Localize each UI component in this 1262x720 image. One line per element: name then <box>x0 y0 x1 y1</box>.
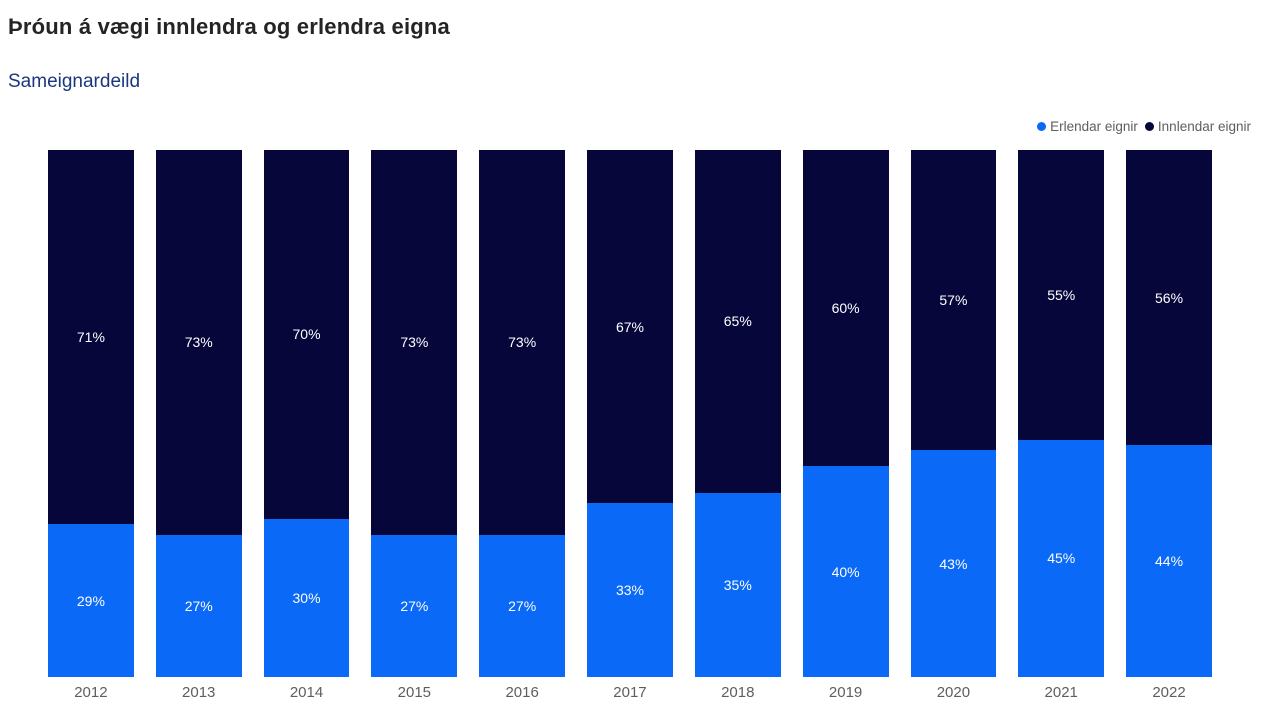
bar-segment-erlendar-eignir-2012[interactable]: 29% <box>48 524 134 677</box>
bar-segment-erlendar-eignir-2021[interactable]: 45% <box>1018 439 1105 677</box>
data-label: 56% <box>1155 289 1184 306</box>
data-label: 30% <box>292 589 321 606</box>
bar-segment-erlendar-eignir-2017[interactable]: 33% <box>587 503 673 677</box>
bar-2012: 71% 29% <box>48 150 134 677</box>
chart-title: Þróun á vægi innlendra og erlendra eigna <box>8 14 450 39</box>
x-axis-label: 2016 <box>505 684 539 701</box>
bar-segment-innlendar-eignir-2016[interactable]: 73% <box>479 150 566 535</box>
legend-dot-erlendar-eignir <box>1037 121 1047 131</box>
x-axis-label: 2022 <box>1152 684 1186 701</box>
bar-segment-innlendar-eignir-2017[interactable]: 67% <box>587 150 673 504</box>
bar-segment-innlendar-eignir-2015[interactable]: 73% <box>371 150 458 535</box>
legend: Erlendar eignir Innlendar eignir <box>1037 116 1251 136</box>
data-label: 60% <box>831 300 860 317</box>
data-label: 67% <box>615 318 644 335</box>
x-axis-label: 2013 <box>182 684 216 701</box>
bar-2021: 55% 45% <box>1018 150 1105 677</box>
data-label: 70% <box>292 326 321 343</box>
chart-subtitle: Sameignardeild <box>8 71 141 92</box>
data-label: 57% <box>939 292 968 309</box>
bar-2018: 65% 35% <box>694 150 781 677</box>
x-axis-label: 2018 <box>721 684 755 701</box>
x-axis-label: 2020 <box>936 684 971 701</box>
bar-segment-innlendar-eignir-2019[interactable]: 60% <box>802 150 889 467</box>
data-label: 45% <box>1047 550 1076 567</box>
bar-segment-innlendar-eignir-2022[interactable]: 56% <box>1126 150 1212 446</box>
bar-segment-erlendar-eignir-2019[interactable]: 40% <box>802 466 889 677</box>
bar-segment-erlendar-eignir-2014[interactable]: 30% <box>263 518 350 677</box>
data-label: 29% <box>76 592 105 609</box>
bar-segment-innlendar-eignir-2013[interactable]: 73% <box>155 150 242 535</box>
bar-segment-erlendar-eignir-2016[interactable]: 27% <box>479 534 566 677</box>
data-label: 43% <box>939 555 968 572</box>
bar-2019: 60% 40% <box>802 150 889 677</box>
data-label: 35% <box>723 576 752 593</box>
data-label: 65% <box>723 313 752 330</box>
bar-2022: 56% 44% <box>1126 150 1212 677</box>
bar-2013: 73% 27% <box>155 150 242 677</box>
data-label: 73% <box>508 334 537 351</box>
bar-2017: 67% 33% <box>587 150 673 677</box>
x-axis-label: 2017 <box>613 684 647 701</box>
data-label: 73% <box>400 334 429 351</box>
legend-dot-innlendar-eignir <box>1144 121 1154 131</box>
x-axis-label: 2015 <box>397 684 432 701</box>
data-label: 40% <box>831 563 860 580</box>
x-axis-label: 2014 <box>289 684 324 701</box>
legend-item-erlendar-eignir[interactable]: Erlendar eignir <box>1037 119 1138 134</box>
data-label: 27% <box>184 597 213 614</box>
legend-label: Erlendar eignir <box>1050 118 1138 134</box>
bar-segment-erlendar-eignir-2020[interactable]: 43% <box>910 450 997 677</box>
x-axis-label: 2021 <box>1044 684 1078 701</box>
bar-segment-innlendar-eignir-2014[interactable]: 70% <box>263 150 350 519</box>
data-label: 27% <box>508 597 537 614</box>
bar-2015: 73% 27% <box>371 150 458 677</box>
bar-segment-erlendar-eignir-2022[interactable]: 44% <box>1126 445 1212 677</box>
legend-label: Innlendar eignir <box>1157 118 1251 134</box>
data-label: 27% <box>400 597 429 614</box>
bar-2016: 73% 27% <box>479 150 566 677</box>
x-axis-label: 2012 <box>74 684 108 701</box>
x-axis-label: 2019 <box>828 684 863 701</box>
bar-segment-innlendar-eignir-2018[interactable]: 65% <box>694 150 781 493</box>
plot-area: 71% 29% 73% 27% 70% 30% 73% 27% 73% 27% 67% 33% 65% 3… <box>48 150 1212 677</box>
data-label: 44% <box>1155 553 1184 570</box>
x-axis: 2012 2013 2014 2015 2016 2017 2018 2019 2020 2021… <box>48 684 1212 701</box>
bar-segment-erlendar-eignir-2018[interactable]: 35% <box>694 492 781 677</box>
bar-2014: 70% 30% <box>263 150 350 677</box>
data-label: 33% <box>615 582 644 599</box>
bar-segment-innlendar-eignir-2020[interactable]: 57% <box>910 150 997 451</box>
bar-segment-innlendar-eignir-2021[interactable]: 55% <box>1018 150 1105 440</box>
legend-item-innlendar-eignir[interactable]: Innlendar eignir <box>1144 118 1251 134</box>
data-label: 73% <box>184 334 213 351</box>
bar-2020: 57% 43% <box>910 150 997 677</box>
data-label: 55% <box>1047 286 1076 303</box>
bar-segment-erlendar-eignir-2015[interactable]: 27% <box>371 534 458 677</box>
data-label: 71% <box>76 329 105 346</box>
bar-segment-erlendar-eignir-2013[interactable]: 27% <box>155 534 242 677</box>
bar-segment-innlendar-eignir-2012[interactable]: 71% <box>48 150 134 525</box>
